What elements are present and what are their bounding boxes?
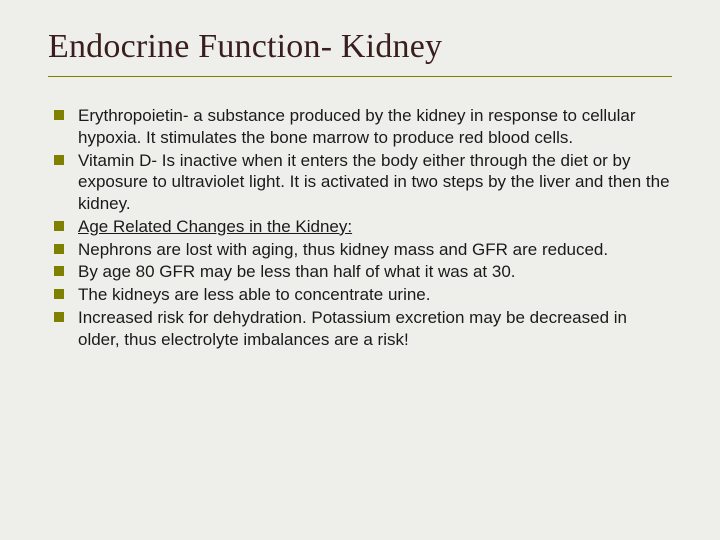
bullet-item: Increased risk for dehydration. Potassiu… <box>52 307 672 351</box>
bullet-text: By age 80 GFR may be less than half of w… <box>78 262 516 281</box>
bullet-text: Erythropoietin- a substance produced by … <box>78 106 636 147</box>
slide-container: Endocrine Function- Kidney Erythropoieti… <box>0 0 720 540</box>
bullet-item: By age 80 GFR may be less than half of w… <box>52 261 672 283</box>
bullet-item: Vitamin D- Is inactive when it enters th… <box>52 150 672 215</box>
bullet-text: The kidneys are less able to concentrate… <box>78 285 430 304</box>
bullet-text: Age Related Changes in the Kidney: <box>78 217 352 236</box>
slide-title: Endocrine Function- Kidney <box>48 28 672 77</box>
bullet-list: Erythropoietin- a substance produced by … <box>48 105 672 350</box>
bullet-text: Nephrons are lost with aging, thus kidne… <box>78 240 608 259</box>
bullet-text: Increased risk for dehydration. Potassiu… <box>78 308 627 349</box>
bullet-item: Age Related Changes in the Kidney: <box>52 216 672 238</box>
bullet-text: Vitamin D- Is inactive when it enters th… <box>78 151 670 214</box>
bullet-item: The kidneys are less able to concentrate… <box>52 284 672 306</box>
bullet-item: Nephrons are lost with aging, thus kidne… <box>52 239 672 261</box>
bullet-item: Erythropoietin- a substance produced by … <box>52 105 672 149</box>
